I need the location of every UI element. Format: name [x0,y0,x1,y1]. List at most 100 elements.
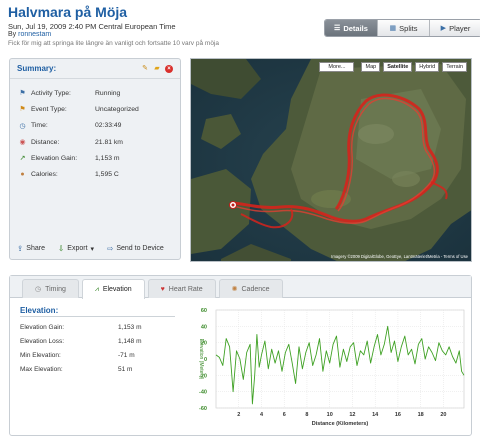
y-tick-label: -40 [199,390,207,396]
chevron-down-icon: ▾ [90,245,95,253]
x-tick-label: 8 [305,412,308,418]
elevation-gain-label: Elevation Gain: [20,324,65,331]
x-tick-label: 10 [327,412,333,418]
tab-splits[interactable]: ▦ Splits [377,20,429,36]
list-icon: ☰ [334,25,341,32]
map-type-satellite[interactable]: Satellite [383,62,413,72]
clock-icon: ◷ [19,122,26,130]
summary-row: ◉ Distance: 21.81 km [17,134,173,150]
distance-icon: ◉ [19,139,26,147]
map-type-terrain[interactable]: Terrain [442,62,467,72]
grid-icon: ▦ [389,25,397,32]
folder-icon[interactable]: ▰ [154,65,160,72]
y-tick-label: 40 [201,324,207,330]
max-elevation-row: Max Elevation: 51 m [20,366,170,373]
elevation-loss-row: Elevation Loss: 1,148 m [20,338,170,345]
by-label: By [8,31,17,38]
summary-row: ● Calories: 1,595 C [17,166,173,182]
activity-title: Halvmara på Möja [8,4,128,20]
tab-elevation[interactable]: ⩘ Elevation [81,279,145,299]
tab-elevation-label: Elevation [102,286,132,293]
send-to-device-label: Send to Device [116,245,164,252]
summary-label: Event Type: [31,105,67,113]
tab-details[interactable]: ☰ Details [325,20,377,36]
x-tick-label: 12 [349,412,355,418]
elevation-icon: ⩘ [94,285,99,293]
tab-cadence-label: Cadence [241,285,270,293]
send-to-device-button[interactable]: ⇨ Send to Device [107,244,164,253]
share-label: Share [26,245,45,252]
summary-row: ⚑ Event Type: Uncategorized [17,101,173,117]
tab-details-label: Details [343,23,368,33]
summary-label: Calories: [31,171,58,179]
tab-heart-rate-label: Heart Rate [168,285,203,293]
event-icon: ⚑ [19,106,26,114]
max-elevation-label: Max Elevation: [20,366,63,373]
x-tick-label: 4 [260,412,264,418]
play-icon: ▶ [440,25,447,32]
summary-row: ↗ Elevation Gain: 1,153 m [17,150,173,166]
delete-icon[interactable]: × [165,64,173,73]
x-tick-label: 14 [372,412,379,418]
y-tick-label: -60 [199,406,207,412]
export-button[interactable]: ⇩ Export ▾ [58,244,94,253]
y-tick-label: 60 [201,308,207,314]
map-credit: Imagery ©2009 DigitalGlobe, GeoEye, Lant… [331,254,468,259]
elevation-loss-label: Elevation Loss: [20,338,65,345]
heart-icon: ♥ [160,285,165,293]
summary-label: Activity Type: [31,89,71,97]
summary-label: Time: [31,122,48,130]
cadence-icon: ✺ [231,286,238,293]
min-elevation-row: Min Elevation: -71 m [20,352,170,359]
export-icon: ⇩ [57,244,65,253]
x-tick-label: 16 [395,412,401,418]
tab-heart-rate[interactable]: ♥ Heart Rate [147,279,216,298]
elevation-title: Elevation: [20,306,59,315]
x-tick-label: 6 [283,412,286,418]
activity-description: Fick för mig att springa lite längre än … [8,40,219,47]
y-axis-label: Elevation (Meters) [198,339,204,380]
min-elevation-label: Min Elevation: [20,352,61,359]
tab-timing-label: Timing [45,285,66,293]
map-type-controls: More... Map Satellite Hybrid Terrain [319,62,467,72]
elevation-gain-row: Elevation Gain: 1,153 m [20,324,170,331]
satellite-map-image [191,59,471,261]
flag-icon: ⚑ [19,90,26,98]
route-map[interactable]: More... Map Satellite Hybrid Terrain Ima… [190,58,472,262]
elevation-chart: 60 40 20 0 -20 -40 -60 2 4 6 8 10 12 14 16 18 20 Distance… [198,308,465,427]
elevation-gain-icon: ↗ [19,155,26,163]
tab-cadence[interactable]: ✺ Cadence [218,279,283,298]
chart-panel: ◷ Timing ⩘ Elevation ♥ Heart Rate ✺ Cade… [9,275,472,436]
map-type-hybrid[interactable]: Hybrid [415,62,440,72]
byline: By ronnestam [8,31,51,38]
summary-title: Summary: [17,64,57,73]
max-elevation-value: 51 m [118,366,133,373]
summary-panel: Summary: ✎ ▰ × ⚑ Activity Type: Running ⚑ Ev… [9,58,181,260]
summary-row: ⚑ Activity Type: Running [17,85,173,101]
x-axis-label: Distance (Kilometers) [312,421,369,427]
summary-value: 1,595 C [95,171,119,179]
activity-date: Sun, Jul 19, 2009 2:40 PM Central Europe… [8,22,176,31]
summary-row: ◷ Time: 02:33:49 [17,118,173,134]
summary-label: Elevation Gain: [31,154,78,162]
chart-tabs: ◷ Timing ⩘ Elevation ♥ Heart Rate ✺ Cade… [10,276,471,299]
tab-splits-label: Splits [399,23,418,33]
elevation-gain-value: 1,153 m [118,324,142,331]
map-type-map[interactable]: Map [361,62,381,72]
author-link[interactable]: ronnestam [18,31,52,38]
elevation-loss-value: 1,148 m [118,338,142,345]
elevation-divider [20,316,175,317]
summary-actions: ⇪ Share ⇩ Export ▾ ⇨ Send to Device [17,244,176,253]
share-button[interactable]: ⇪ Share [17,244,45,253]
send-icon: ⇨ [107,244,114,253]
pencil-icon[interactable]: ✎ [142,65,148,72]
map-more-button[interactable]: More... [319,62,355,72]
elevation-series-line [215,325,465,405]
tab-player[interactable]: ▶ Player [429,20,480,36]
calories-icon: ● [20,171,25,179]
summary-value: 02:33:49 [95,122,122,130]
y-tick-label: 20 [201,341,207,347]
tab-timing[interactable]: ◷ Timing [22,279,79,298]
view-tabs: ☰ Details ▦ Splits ▶ Player [324,19,480,37]
export-label: Export [67,245,88,252]
